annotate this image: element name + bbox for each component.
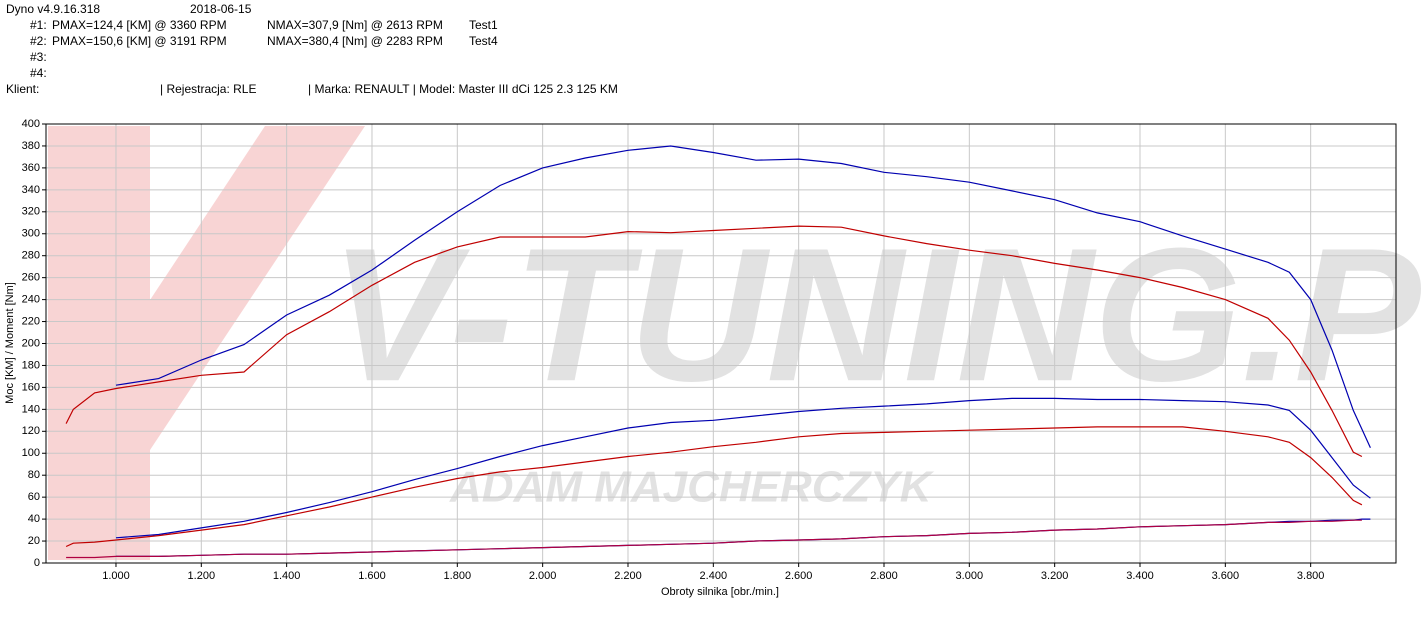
y-tick-label: 200 — [22, 337, 40, 349]
y-tick-label: 380 — [22, 140, 40, 152]
watermark: V-TUNING.PL — [330, 209, 1424, 421]
y-tick-label: 40 — [28, 513, 40, 525]
y-tick-label: 180 — [22, 359, 40, 371]
y-tick-label: 120 — [22, 425, 40, 437]
x-tick-label: 3.200 — [1041, 570, 1069, 582]
curve — [115, 145, 1371, 449]
y-tick-label: 140 — [22, 403, 40, 415]
y-tick-label: 100 — [22, 447, 40, 459]
y-tick-label: 0 — [34, 557, 40, 569]
y-tick-label: 360 — [22, 162, 40, 174]
curve — [66, 519, 1362, 559]
x-tick-label: 3.800 — [1297, 570, 1325, 582]
y-tick-label: 220 — [22, 315, 40, 327]
x-axis-label: Obroty silnika [obr./min.] — [661, 586, 779, 598]
x-tick-label: 1.000 — [102, 570, 130, 582]
run-id: #1: — [30, 18, 47, 32]
logo-shape — [150, 126, 365, 450]
x-tick-label: 2.800 — [870, 570, 898, 582]
run-nmax: NMAX=307,9 [Nm] @ 2613 RPM — [267, 18, 443, 32]
x-tick-label: 3.000 — [956, 570, 984, 582]
y-tick-label: 260 — [22, 272, 40, 284]
x-tick-label: 2.400 — [700, 570, 728, 582]
run-id: #2: — [30, 34, 47, 48]
run-id: #4: — [30, 66, 47, 80]
run-pmax: PMAX=124,4 [KM] @ 3360 RPM — [52, 18, 227, 32]
y-tick-label: 60 — [28, 491, 40, 503]
y-tick-label: 160 — [22, 381, 40, 393]
date: 2018-06-15 — [190, 2, 252, 16]
x-tick-label: 1.400 — [273, 570, 301, 582]
watermark: ADAM MAJCHERCZYK — [449, 463, 935, 512]
x-tick-label: 3.600 — [1212, 570, 1240, 582]
y-tick-label: 400 — [22, 118, 40, 130]
run-test: Test4 — [469, 34, 498, 48]
app-version: Dyno v4.9.16.318 — [6, 2, 100, 16]
curve — [115, 397, 1371, 539]
run-test: Test1 — [469, 18, 498, 32]
y-tick-label: 340 — [22, 184, 40, 196]
run-nmax: NMAX=380,4 [Nm] @ 2283 RPM — [267, 34, 443, 48]
y-tick-label: 300 — [22, 228, 40, 240]
client: Klient: — [6, 82, 39, 96]
plot-frame — [45, 123, 1397, 564]
x-tick-label: 3.400 — [1126, 570, 1154, 582]
x-tick-label: 1.800 — [444, 570, 472, 582]
x-tick-label: 2.600 — [785, 570, 813, 582]
curve — [65, 426, 1363, 548]
y-tick-label: 320 — [22, 206, 40, 218]
y-tick-label: 20 — [28, 535, 40, 547]
x-tick-label: 2.200 — [614, 570, 642, 582]
x-tick-label: 1.600 — [358, 570, 386, 582]
run-id: #3: — [30, 50, 47, 64]
vehicle: | Marka: RENAULT | Model: Master III dCi… — [308, 82, 618, 96]
x-tick-label: 2.000 — [529, 570, 557, 582]
y-tick-label: 240 — [22, 294, 40, 306]
y-tick-label: 280 — [22, 250, 40, 262]
curve — [65, 225, 1363, 458]
run-pmax: PMAX=150,6 [KM] @ 3191 RPM — [52, 34, 227, 48]
registration: | Rejestracja: RLE — [160, 82, 257, 96]
y-axis-label: Moc [KM] / Moment [Nm] — [4, 282, 16, 404]
x-tick-label: 1.200 — [188, 570, 216, 582]
y-tick-label: 80 — [28, 469, 40, 481]
